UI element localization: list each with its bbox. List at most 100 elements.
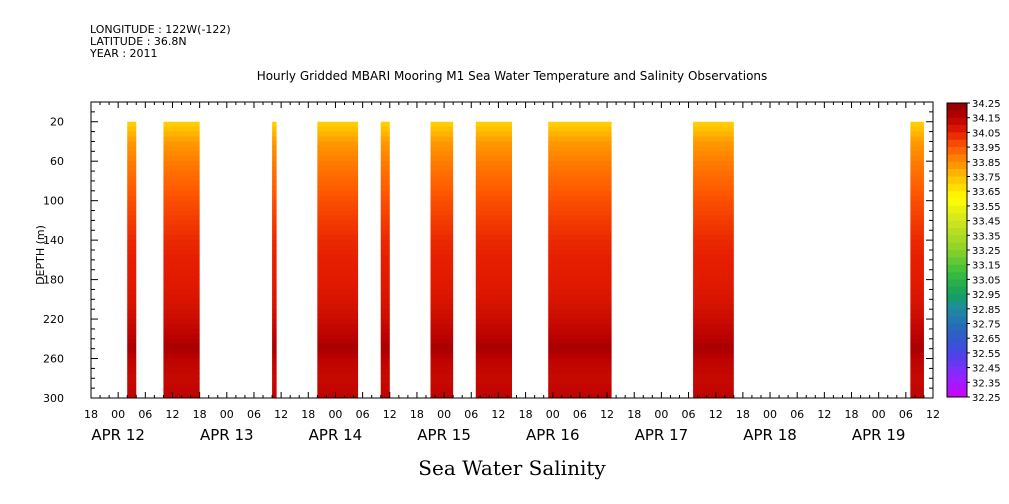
heatmap-cell: [317, 210, 359, 216]
heatmap-cell: [127, 299, 137, 305]
heatmap-cell: [475, 171, 512, 177]
heatmap-cell: [380, 393, 390, 399]
colorbar-bin: [947, 257, 967, 265]
heatmap-cell: [163, 131, 200, 137]
heatmap-cell: [475, 343, 512, 350]
heatmap-cell: [475, 333, 512, 340]
heatmap-cell: [317, 319, 359, 325]
heatmap-cell: [693, 250, 734, 256]
heatmap-cell: [163, 220, 200, 226]
heatmap-cell: [430, 304, 454, 310]
heatmap-cell: [380, 205, 390, 211]
colorbar-bin: [947, 308, 967, 317]
heatmap-cell: [693, 269, 734, 276]
x-tick-label: 12: [709, 408, 723, 421]
heatmap-cell: [272, 304, 277, 310]
heatmap-cell: [163, 176, 200, 182]
x-day-label: APR 15: [417, 426, 471, 444]
heatmap-cell: [693, 388, 734, 394]
heatmap-cell: [272, 279, 277, 285]
y-tick-label: 20: [50, 116, 64, 129]
heatmap-cell: [163, 200, 200, 206]
heatmap-cell: [475, 146, 512, 152]
heatmap-cell: [548, 289, 612, 295]
heatmap-cell: [548, 284, 612, 290]
heatmap-cell: [380, 368, 390, 374]
colorbar-bin: [947, 330, 967, 339]
heatmap-cell: [430, 215, 454, 221]
colorbar-bin: [947, 169, 967, 177]
heatmap-cell: [317, 136, 359, 142]
heatmap-cell: [163, 185, 200, 192]
heatmap-cell: [693, 254, 734, 261]
heatmap-cell: [163, 358, 200, 364]
heatmap-cell: [317, 195, 359, 202]
heatmap-cell: [127, 343, 137, 350]
heatmap-cell: [127, 220, 137, 226]
heatmap-cell: [127, 393, 137, 399]
heatmap-cell: [475, 195, 512, 202]
heatmap-cell: [380, 289, 390, 295]
heatmap-cell: [272, 205, 277, 211]
colorbar-bin: [947, 183, 967, 192]
colorbar-label: 32.55: [972, 349, 1001, 360]
heatmap-cell: [163, 373, 200, 379]
heatmap-cell: [430, 205, 454, 211]
x-tick-label: 12: [165, 408, 179, 421]
heatmap-cell: [317, 368, 359, 374]
heatmap-cell: [380, 195, 390, 202]
y-tick-label: 220: [43, 313, 64, 326]
heatmap-cell: [163, 338, 200, 345]
heatmap-cell: [127, 338, 137, 345]
colorbar-bin: [947, 213, 967, 221]
heatmap-cell: [272, 131, 277, 137]
heatmap-cell: [272, 185, 277, 192]
y-tick-label: 300: [43, 392, 64, 405]
heatmap-cell: [693, 393, 734, 399]
heatmap-cell: [693, 264, 734, 271]
colorbar-bin: [947, 294, 967, 302]
heatmap-cell: [380, 378, 390, 384]
colorbar-bin: [947, 301, 967, 310]
heatmap-cell: [693, 190, 734, 197]
x-tick-label: 06: [682, 408, 696, 421]
heatmap-cell: [910, 348, 924, 354]
heatmap-cell: [163, 343, 200, 350]
heatmap-cell: [475, 215, 512, 221]
heatmap-cell: [693, 309, 734, 315]
heatmap-cell: [693, 338, 734, 345]
heatmap-cell: [548, 136, 612, 142]
heatmap-cell: [317, 284, 359, 290]
heatmap-cell: [910, 245, 924, 251]
heatmap-cell: [910, 309, 924, 315]
colorbar-label: 32.95: [972, 290, 1001, 301]
heatmap-cell: [380, 220, 390, 226]
heatmap-cell: [380, 225, 390, 231]
heatmap-cell: [380, 185, 390, 192]
heatmap-cell: [272, 393, 277, 399]
colorbar-bin: [947, 132, 967, 141]
heatmap-cell: [548, 259, 612, 266]
heatmap-cell: [548, 319, 612, 325]
heatmap-cell: [430, 151, 454, 157]
heatmap-cell: [475, 136, 512, 142]
heatmap-cell: [163, 215, 200, 221]
heatmap-cell: [548, 245, 612, 251]
heatmap-cell: [127, 215, 137, 221]
heatmap-cell: [127, 245, 137, 251]
latitude-label: LATITUDE : 36.8N: [90, 35, 187, 48]
heatmap-cell: [910, 328, 924, 335]
data-segment: [430, 121, 454, 399]
heatmap-cell: [272, 333, 277, 340]
heatmap-cell: [163, 378, 200, 384]
heatmap-cell: [475, 151, 512, 157]
colorbar-bin: [947, 176, 967, 185]
heatmap-cell: [693, 171, 734, 177]
heatmap-cell: [127, 136, 137, 142]
heatmap-cell: [430, 343, 454, 350]
heatmap-cell: [475, 393, 512, 399]
x-tick-label: 18: [736, 408, 750, 421]
heatmap-cell: [548, 353, 612, 359]
colorbar-bin: [947, 389, 967, 398]
heatmap-cell: [430, 269, 454, 276]
